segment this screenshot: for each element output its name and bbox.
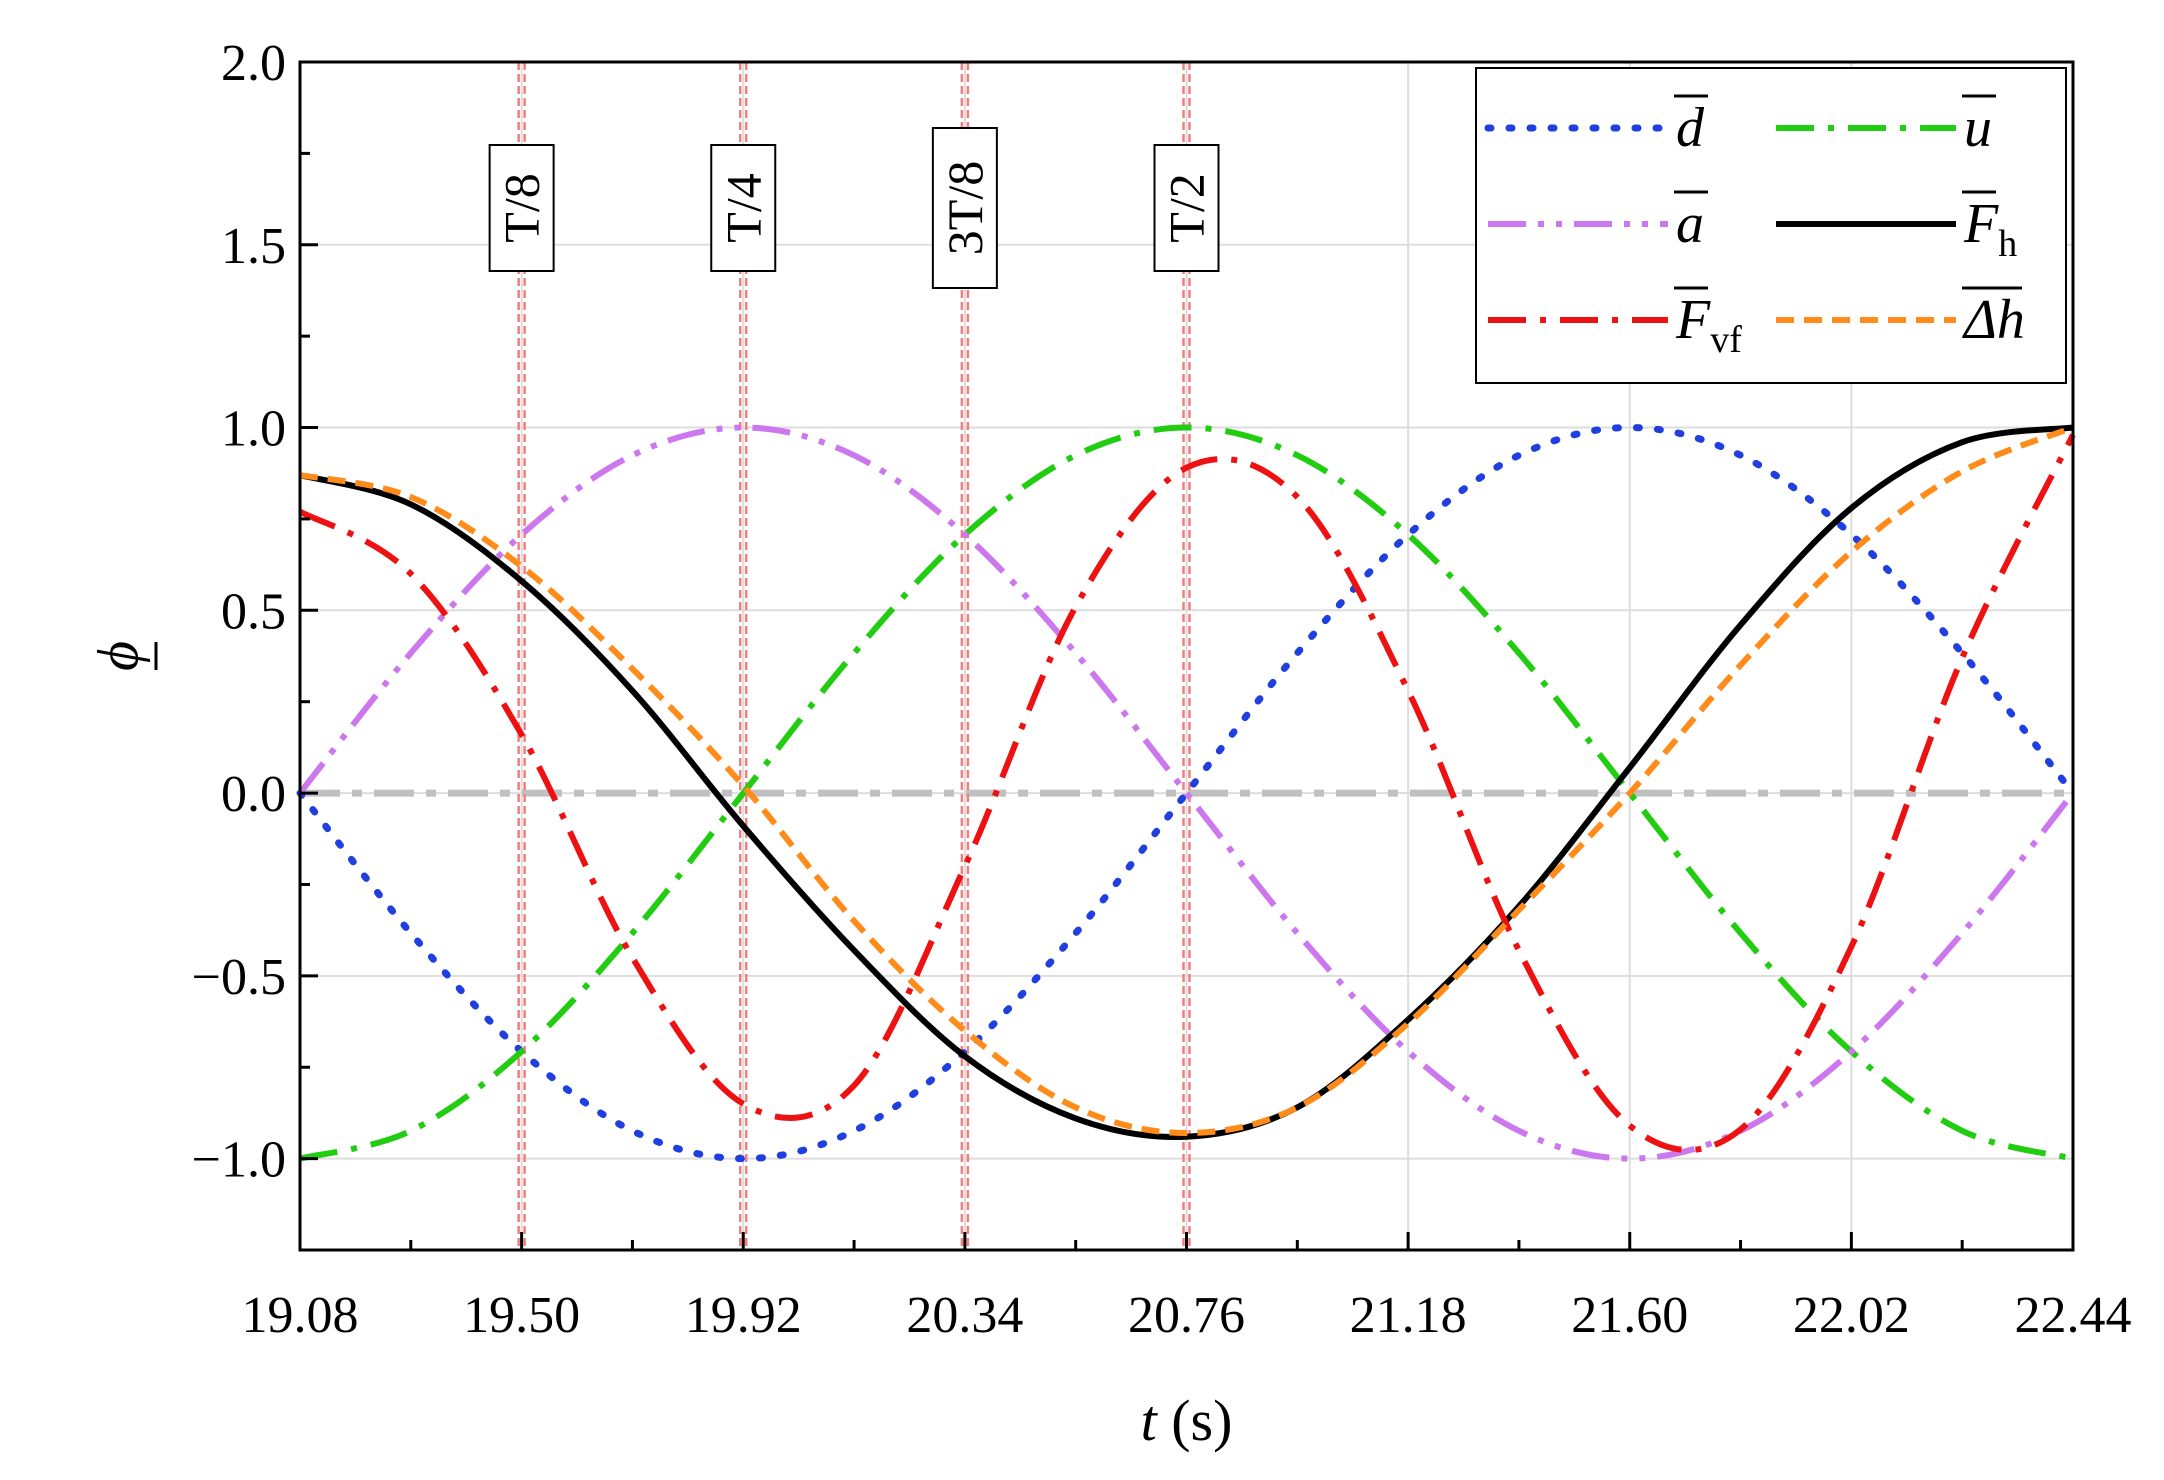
x-axis-title: t (s)	[1141, 1388, 1233, 1453]
legend-label-main: F	[1963, 193, 1999, 255]
y-tick-label: −0.5	[192, 949, 286, 1006]
x-tick-label: 22.44	[2015, 1287, 2132, 1344]
phase-markers: T/8 T/4 3T/8 T/2	[488, 62, 1220, 1250]
x-axis-unit: (s)	[1157, 1388, 1233, 1453]
legend-label: Fh	[1963, 193, 2017, 265]
legend-entry-u: u	[1776, 94, 1996, 159]
x-tick-label: 21.60	[1571, 1287, 1688, 1344]
legend-label-main: d	[1676, 97, 1705, 159]
legend-label-main: a	[1676, 193, 1704, 255]
x-tick-label: 19.08	[242, 1287, 359, 1344]
y-tick-label: 1.5	[221, 218, 286, 275]
phase-marker-box	[1153, 144, 1220, 272]
phase-marker-1: T/4	[710, 62, 777, 1250]
series-line-dh	[299, 424, 2075, 1136]
y-axis-title: ϕ	[86, 641, 151, 671]
y-tick-label: 1.0	[221, 401, 286, 458]
x-tick-label: 20.76	[1128, 1287, 1245, 1344]
axis-titles: t (s) ϕ	[86, 641, 1233, 1453]
legend-entry-Fh: Fh	[1776, 190, 2017, 265]
x-tick-label: 22.02	[1793, 1287, 1910, 1344]
phase-marker-label: T/4	[715, 173, 771, 242]
legend-entry-dh: Δh	[1776, 286, 2025, 351]
series-line-Fh	[299, 424, 2074, 1140]
y-tick-label: 2.0	[221, 35, 286, 92]
series-line-u	[299, 424, 2074, 1162]
series-line-Fvf	[298, 433, 2076, 1153]
legend-label-subscript: vf	[1710, 319, 1742, 361]
x-tick-label: 19.50	[463, 1287, 580, 1344]
phase-marker-label: 3T/8	[937, 161, 993, 255]
x-axis-variable: t	[1141, 1388, 1159, 1453]
legend-entry-d: d	[1484, 94, 1708, 159]
legend-label: u	[1964, 97, 1992, 159]
legend-label: Fvf	[1675, 289, 1742, 361]
legend-label-subscript: h	[1998, 223, 2017, 265]
legend-label-main: u	[1964, 97, 1992, 159]
data-series	[296, 424, 2077, 1163]
legend-label: a	[1676, 193, 1704, 255]
x-tick-label: 20.34	[906, 1287, 1023, 1344]
x-tick-label: 19.92	[685, 1287, 802, 1344]
x-tick-label: 21.18	[1350, 1287, 1467, 1344]
phase-marker-2: 3T/8	[931, 62, 998, 1250]
legend-entry-a: a	[1488, 190, 1708, 255]
series-line-d	[296, 424, 2077, 1163]
phase-marker-box	[931, 127, 998, 289]
y-tick-label: −1.0	[192, 1132, 286, 1189]
tick-labels: 19.08 19.50 19.92 20.34 20.76 21.18 21.60 22.02…	[192, 35, 2132, 1344]
phase-marker-0: T/8	[488, 62, 555, 1250]
y-tick-label: 0.5	[221, 583, 286, 640]
phase-marker-label: T/8	[494, 173, 550, 242]
axis-ticks	[298, 60, 2075, 1250]
phase-marker-box	[710, 144, 777, 272]
phase-marker-3: T/2	[1153, 62, 1220, 1250]
phase-marker-box	[488, 144, 555, 272]
phase-marker-label: T/2	[1159, 173, 1215, 242]
legend-label-main: F	[1675, 289, 1711, 351]
legend-entry-Fvf: Fvf	[1488, 286, 1742, 361]
y-tick-label: 0.0	[221, 766, 286, 823]
legend-label: Δh	[1962, 289, 2025, 351]
legend-label-main: Δh	[1962, 289, 2025, 351]
legend-label: d	[1676, 97, 1705, 159]
